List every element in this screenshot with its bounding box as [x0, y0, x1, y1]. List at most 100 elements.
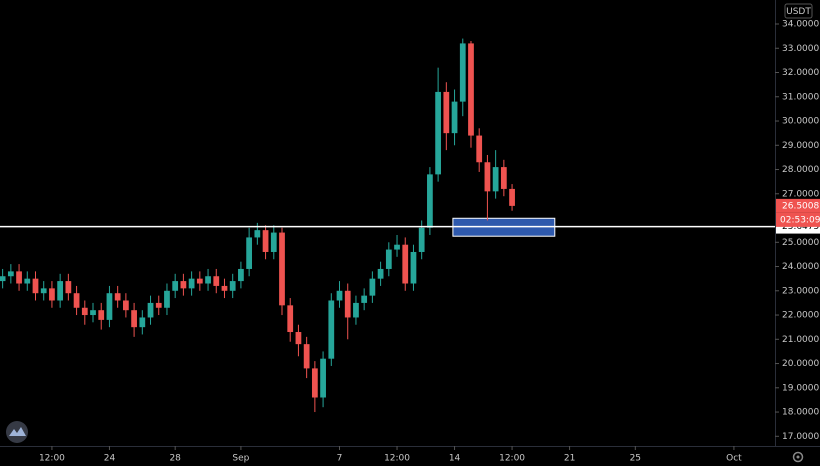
- candle-body: [509, 188, 515, 206]
- y-tick-label: 25.0000: [782, 238, 819, 248]
- candle-body: [155, 302, 162, 308]
- y-tick-label: 20.0000: [782, 359, 819, 369]
- candle-body: [344, 290, 351, 318]
- countdown-label: 02:53:09: [780, 215, 820, 225]
- y-tick-label: 21.0000: [782, 335, 819, 345]
- x-tick-label: 12:00: [384, 454, 410, 464]
- candle-body: [221, 285, 228, 291]
- x-tick-label: 7: [337, 454, 343, 464]
- candle-body: [188, 278, 195, 289]
- candle-body: [377, 268, 384, 279]
- candle-body: [57, 281, 64, 301]
- candle-body: [65, 281, 72, 294]
- candle-body: [180, 281, 187, 289]
- candle-body: [270, 232, 277, 252]
- candle-body: [402, 244, 409, 284]
- candle-body: [500, 167, 507, 189]
- candle-body: [32, 278, 39, 294]
- x-tick-label: Oct: [726, 454, 742, 464]
- x-tick-label: 12:00: [499, 454, 525, 464]
- candle-body: [311, 368, 318, 398]
- candle-body: [229, 281, 236, 291]
- y-tick-label: 34.0000: [782, 20, 819, 30]
- currency-box: [784, 3, 813, 19]
- candle-body: [7, 271, 14, 277]
- candle-body: [254, 230, 261, 238]
- logo-mark[interactable]: [9, 427, 26, 436]
- candle-body: [98, 310, 105, 320]
- candle-body: [73, 293, 80, 308]
- candle-body: [40, 288, 47, 294]
- candle-body: [336, 290, 343, 301]
- candle-body: [81, 307, 88, 316]
- x-tick-label: 12:00: [39, 454, 65, 464]
- candle-body: [49, 288, 55, 301]
- candle-body: [295, 332, 302, 345]
- candle-body: [435, 91, 441, 175]
- candle-body: [427, 174, 433, 228]
- candle-body: [131, 310, 137, 328]
- candle-body: [16, 271, 22, 284]
- gear[interactable]: [792, 451, 804, 463]
- candle-body: [410, 251, 417, 284]
- candle-body: [106, 293, 113, 320]
- candle-body: [24, 278, 31, 284]
- candle-body: [213, 276, 220, 286]
- y-tick-label: 22.0000: [782, 311, 819, 321]
- y-tick-label: 29.0000: [782, 141, 819, 151]
- y-tick-label: 23.0000: [782, 286, 819, 296]
- last-price-label: 26.5008: [782, 201, 819, 211]
- y-tick-label: 32.0000: [782, 68, 819, 78]
- candle-body: [361, 295, 368, 303]
- candle-body: [0, 276, 6, 282]
- y-tick-label: 28.0000: [782, 165, 819, 175]
- candle-body: [287, 305, 294, 333]
- x-tick-label: 24: [104, 454, 116, 464]
- candle-body: [320, 358, 326, 398]
- y-tick-label: 17.0000: [782, 432, 819, 442]
- y-tick-label: 33.0000: [782, 44, 819, 54]
- candle-body: [246, 237, 253, 269]
- candle-body: [394, 244, 400, 250]
- candle-body: [459, 43, 466, 102]
- gear-center[interactable]: [796, 455, 800, 459]
- y-tick-label: 19.0000: [782, 383, 819, 393]
- x-tick-label: 14: [449, 454, 461, 464]
- x-tick-label: 28: [169, 454, 181, 464]
- candle-body: [279, 232, 285, 306]
- logo[interactable]: [6, 421, 28, 443]
- candle-body: [238, 268, 244, 282]
- candle-body: [196, 278, 203, 284]
- logo-circle[interactable]: [6, 421, 28, 443]
- candle-body: [328, 300, 335, 359]
- candle-body: [369, 278, 376, 296]
- candle-body: [443, 91, 450, 134]
- candle-body: [205, 276, 211, 284]
- level-label: 25.6475: [782, 222, 819, 232]
- y-tick-label: 31.0000: [782, 92, 819, 102]
- settings-icon[interactable]: [792, 451, 804, 463]
- candle-body: [303, 344, 310, 369]
- last-price-box: [776, 198, 820, 213]
- y-tick-label: 30.0000: [782, 117, 819, 127]
- y-tick-label: 18.0000: [782, 408, 819, 418]
- candle-body: [353, 302, 359, 318]
- candle-body: [114, 293, 121, 301]
- candle-body: [468, 43, 474, 136]
- candle-body: [418, 227, 425, 252]
- countdown-box: [776, 212, 820, 227]
- y-tick-label: 24.0000: [782, 262, 819, 272]
- candle-body: [90, 310, 96, 316]
- candle-body: [451, 101, 458, 134]
- candle-body: [147, 302, 154, 318]
- candle-body: [484, 162, 491, 192]
- currency-label: USDT: [786, 7, 811, 17]
- candle-body: [385, 249, 392, 269]
- candle-body: [172, 281, 179, 291]
- candle-body: [123, 300, 129, 311]
- y-tick-label: 27.0000: [782, 189, 819, 199]
- x-tick-label: Sep: [232, 454, 249, 464]
- candle-body: [476, 135, 483, 163]
